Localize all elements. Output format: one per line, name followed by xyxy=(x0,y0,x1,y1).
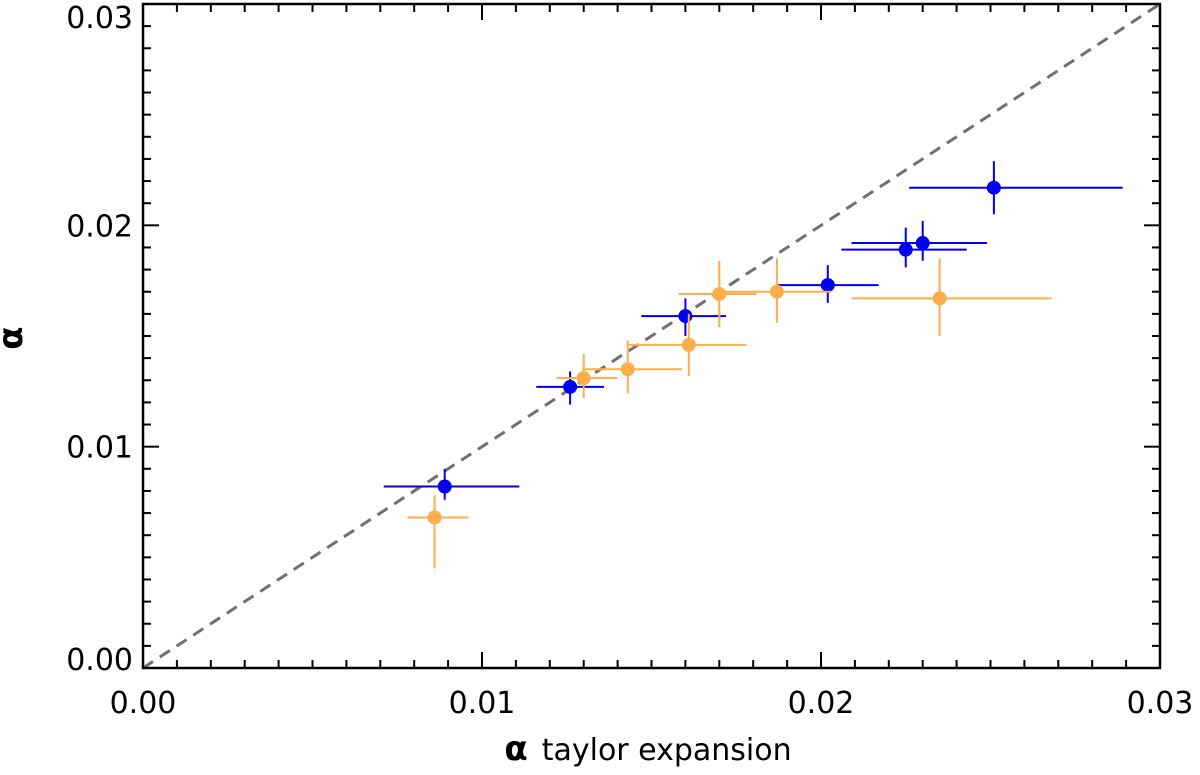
x-tick-label: 0.03 xyxy=(1127,686,1194,721)
data-point xyxy=(712,286,727,301)
data-point xyxy=(437,479,452,494)
data-point xyxy=(427,510,442,525)
plot-area xyxy=(142,2,1161,670)
x-axis-label-text: taylor expansion xyxy=(542,733,792,768)
data-point xyxy=(576,371,591,386)
data-point xyxy=(769,284,784,299)
data-point xyxy=(620,362,635,377)
data-point xyxy=(898,242,913,257)
data-point xyxy=(563,379,578,394)
x-axis-label: α taylor expansion xyxy=(504,729,791,769)
y-tick-label: 0.00 xyxy=(66,643,133,678)
data-point xyxy=(820,278,835,293)
y-axis-label: α xyxy=(0,326,31,349)
data-point xyxy=(932,291,947,306)
y-tick-label: 0.02 xyxy=(66,209,133,244)
x-tick-label: 0.02 xyxy=(788,686,855,721)
x-tick-label: 0.01 xyxy=(449,686,516,721)
data-point xyxy=(915,236,930,251)
series-1 xyxy=(383,161,1123,500)
data-point xyxy=(986,180,1001,195)
data-point xyxy=(678,309,693,324)
reference-line xyxy=(142,2,1161,670)
series-2 xyxy=(407,258,1052,569)
y-tick-label: 0.01 xyxy=(66,431,133,466)
data-point xyxy=(681,337,696,352)
x-axis-label-symbol: α xyxy=(504,729,527,769)
y-tick-label: 0.03 xyxy=(66,1,133,36)
x-tick-label: 0.00 xyxy=(110,686,177,721)
axes: 0.00 0.01 0.02 0.03 0.00 0.01 0.02 0.03 xyxy=(66,1,1193,721)
